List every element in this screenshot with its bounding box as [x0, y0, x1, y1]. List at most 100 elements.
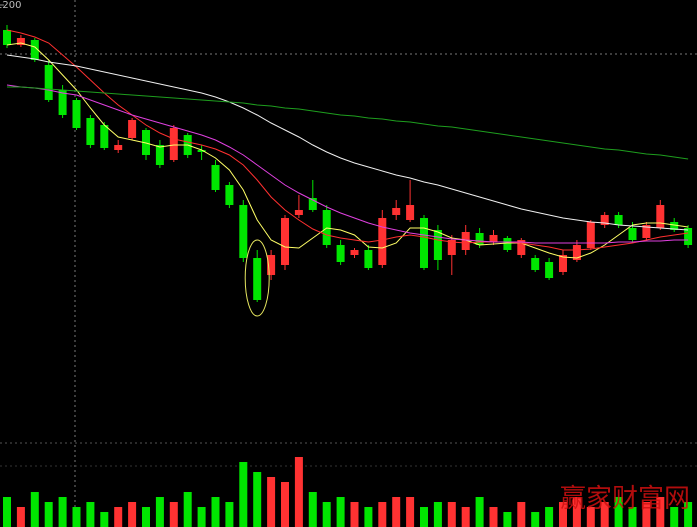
candle-body — [281, 218, 289, 265]
volume-bar — [503, 512, 512, 527]
candle-body — [58, 90, 67, 115]
candle-body — [684, 228, 693, 245]
candle-body — [169, 128, 178, 160]
candle-body — [670, 222, 679, 230]
volume-bar — [211, 497, 220, 527]
volume-bar — [294, 457, 303, 527]
volume-bar — [30, 492, 39, 527]
volume-bar — [281, 482, 289, 527]
candle-body — [572, 245, 581, 260]
volume-bar — [586, 507, 595, 527]
candle-body — [600, 215, 609, 225]
volume-bar — [142, 507, 150, 527]
volume-bar — [155, 497, 164, 527]
volume-bar — [16, 507, 25, 527]
candle-body — [517, 240, 526, 255]
y-tick-label: 1200 — [0, 0, 21, 11]
volume-bar — [58, 497, 67, 527]
volume-bar — [447, 502, 456, 527]
candle-body — [3, 30, 11, 45]
volume-bar — [559, 502, 567, 527]
volume-bar — [44, 502, 53, 527]
candle-body — [86, 118, 95, 145]
volume-bar — [253, 472, 262, 527]
moving-average — [6, 42, 689, 259]
volume-bar — [100, 512, 109, 527]
volume-bar — [656, 497, 665, 527]
candle-body — [433, 230, 442, 260]
volume-bar — [267, 477, 276, 527]
candle-body — [155, 145, 164, 165]
candle-body — [392, 208, 401, 215]
volume-bar — [531, 512, 540, 527]
volume-bar — [3, 497, 11, 527]
volume-bar — [350, 502, 359, 527]
volume-bar — [406, 497, 415, 527]
volume-bar — [378, 502, 387, 527]
candle-body — [267, 255, 276, 275]
volume-bar — [336, 497, 345, 527]
volume-bar — [128, 502, 137, 527]
volume-bar — [670, 507, 679, 527]
candle-body — [475, 233, 484, 245]
volume-bar — [197, 507, 206, 527]
volume-bar — [392, 497, 401, 527]
candle-body — [614, 215, 623, 225]
candle-body — [100, 125, 109, 148]
volume-bar — [614, 497, 623, 527]
volume-bar — [572, 497, 581, 527]
volume-bar — [239, 462, 248, 527]
candle-body — [197, 150, 206, 152]
candle-body — [336, 245, 345, 262]
candle-body — [420, 218, 428, 268]
volume-bar — [489, 507, 498, 527]
volume-bar — [86, 502, 95, 527]
candle-body — [586, 222, 595, 248]
volume-bar — [225, 502, 234, 527]
moving-average — [6, 84, 689, 244]
volume-bar — [545, 507, 554, 527]
candle-body — [211, 165, 220, 190]
candle-body — [128, 120, 137, 138]
volume-bar — [628, 507, 637, 527]
volume-bar — [642, 502, 651, 527]
candle-body — [489, 235, 498, 242]
candle-body — [656, 205, 665, 228]
volume-bar — [420, 507, 428, 527]
volume-bar — [364, 507, 373, 527]
candle-body — [114, 145, 123, 150]
volume-bar — [322, 502, 331, 527]
candle-body — [406, 205, 415, 220]
highlight-circle — [244, 239, 270, 317]
candle-body — [16, 38, 25, 45]
volume-bar — [600, 502, 609, 527]
volume-bar — [684, 502, 693, 527]
candle-body — [253, 258, 262, 300]
volume-bar — [517, 502, 526, 527]
volume-bar — [461, 507, 470, 527]
moving-average — [6, 29, 689, 251]
plot — [0, 4, 693, 527]
candle-body — [642, 225, 651, 238]
volume-bar — [72, 507, 81, 527]
candle-body — [225, 185, 234, 205]
candle-body — [531, 258, 540, 270]
candle-body — [364, 250, 373, 268]
volume-bar — [433, 502, 442, 527]
volume-bar — [308, 492, 317, 527]
candle-body — [378, 218, 387, 265]
moving-average — [7, 86, 689, 160]
candle-body — [559, 255, 567, 272]
moving-average — [6, 54, 689, 231]
candle-body — [447, 240, 456, 255]
volume-bar — [169, 502, 178, 527]
candle-body — [545, 262, 554, 278]
candle-body — [350, 250, 359, 255]
volume-bar — [114, 507, 123, 527]
candle-body — [461, 232, 470, 250]
candle-body — [239, 205, 248, 258]
candle-body — [308, 198, 317, 210]
candle-body — [294, 210, 303, 215]
volume-bar — [475, 497, 484, 527]
